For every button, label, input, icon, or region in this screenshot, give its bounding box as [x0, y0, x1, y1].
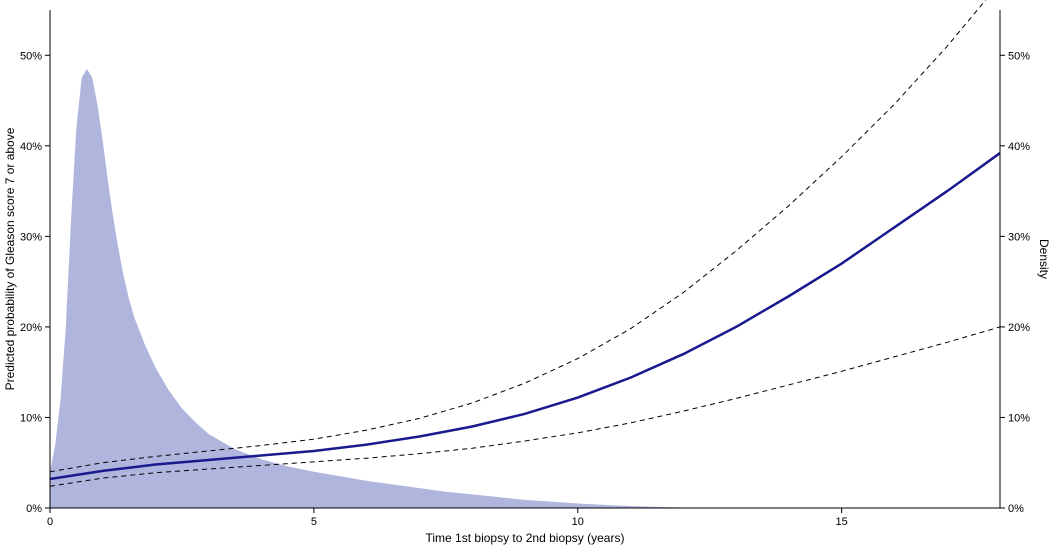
y-right-tick-label: 50% [1008, 50, 1030, 62]
x-tick-label: 10 [572, 516, 584, 528]
x-axis-title: Time 1st biopsy to 2nd biopsy (years) [426, 531, 625, 545]
y-left-tick-label: 10% [20, 412, 42, 424]
y-left-tick-label: 0% [26, 503, 42, 515]
x-tick-label: 15 [836, 516, 848, 528]
y-axis-right-title: Density [1037, 239, 1050, 279]
y-left-tick-label: 30% [20, 231, 42, 243]
y-axis-left-title: Predicted probability of Gleason score 7… [3, 127, 17, 390]
y-left-tick-label: 20% [20, 322, 42, 334]
probability-chart: 0 5 10 15 Time 1st biopsy to 2nd biopsy (yea… [0, 0, 1050, 548]
y-right-tick-label: 30% [1008, 231, 1030, 243]
y-right-tick-label: 10% [1008, 412, 1030, 424]
x-tick-label: 0 [47, 516, 53, 528]
y-left-tick-label: 50% [20, 50, 42, 62]
y-right-tick-label: 40% [1008, 141, 1030, 153]
x-tick-label: 5 [311, 516, 317, 528]
y-right-tick-label: 0% [1008, 503, 1024, 515]
y-right-tick-label: 20% [1008, 322, 1030, 334]
chart-svg: 0 5 10 15 Time 1st biopsy to 2nd biopsy (yea… [0, 0, 1050, 548]
y-left-tick-label: 40% [20, 141, 42, 153]
